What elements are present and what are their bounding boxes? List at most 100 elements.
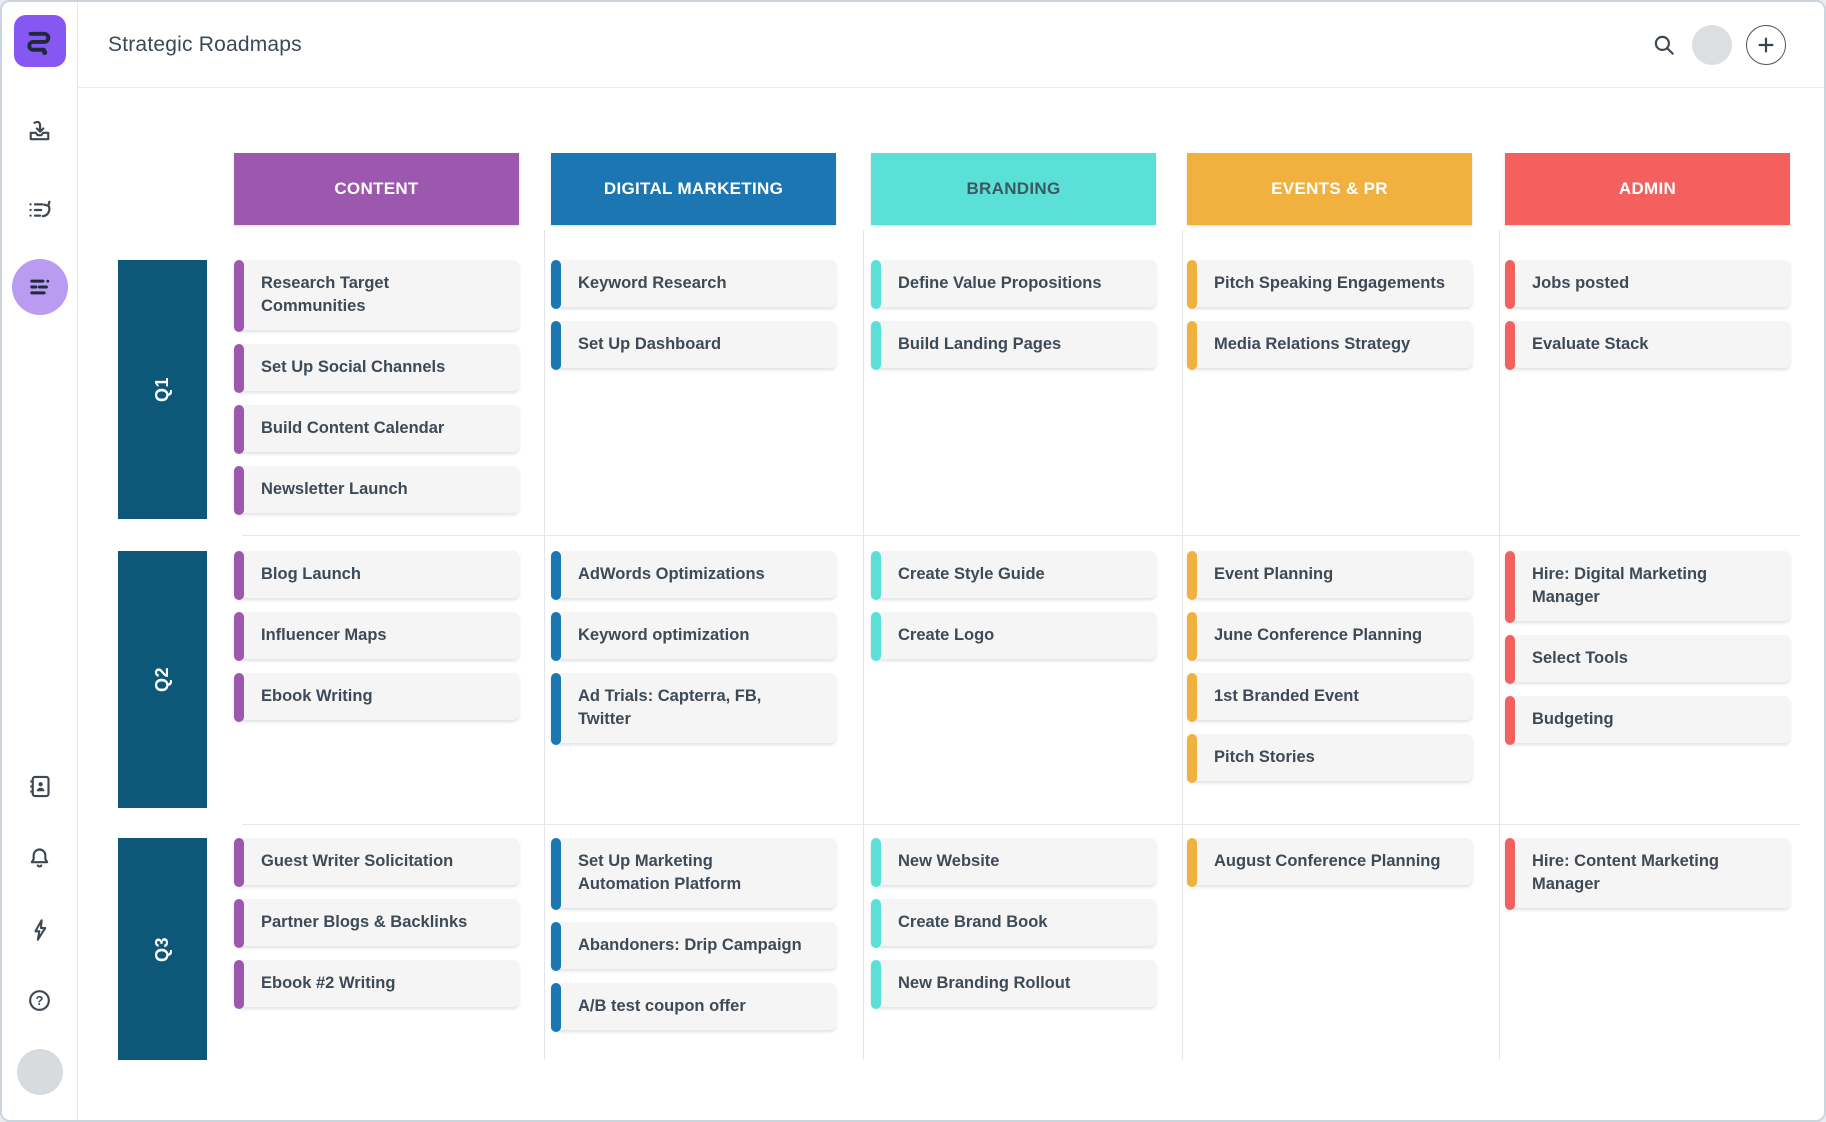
- roadmap-card-media-relations-strategy[interactable]: Media Relations Strategy: [1187, 321, 1472, 371]
- card-accent-bar: [551, 260, 561, 310]
- card-accent-bar: [871, 260, 881, 310]
- user-avatar[interactable]: [16, 1049, 63, 1095]
- row-label-q3[interactable]: Q3: [118, 838, 207, 1060]
- roadmap-card-ebook-2-writing[interactable]: Ebook #2 Writing: [234, 960, 519, 1010]
- roadmap-card-ad-trials-capterra-fb-twitter[interactable]: Ad Trials: Capterra, FB, Twitter: [551, 673, 836, 746]
- roadmap-card-create-logo[interactable]: Create Logo: [871, 612, 1156, 662]
- card-title: Select Tools: [1532, 649, 1628, 668]
- roadmap-card-set-up-social-channels[interactable]: Set Up Social Channels: [234, 344, 519, 394]
- card-accent-bar: [234, 960, 244, 1010]
- column-header-branding[interactable]: BRANDING: [871, 153, 1156, 225]
- card-accent-bar: [1187, 673, 1197, 723]
- card-accent-bar: [551, 321, 561, 371]
- roadmap-card-build-landing-pages[interactable]: Build Landing Pages: [871, 321, 1156, 371]
- roadmap-card-blog-launch[interactable]: Blog Launch: [234, 551, 519, 601]
- roadmap-card-new-website[interactable]: New Website: [871, 838, 1156, 888]
- card-accent-bar: [871, 838, 881, 888]
- card-accent-bar: [234, 838, 244, 888]
- row-label-q2[interactable]: Q2: [118, 551, 207, 808]
- roadmap-card-new-branding-rollout[interactable]: New Branding Rollout: [871, 960, 1156, 1010]
- card-title: Keyword Research: [578, 274, 727, 292]
- roadmap-card-august-conference-planning[interactable]: August Conference Planning: [1187, 838, 1472, 888]
- card-accent-bar: [551, 673, 561, 746]
- card-accent-bar: [1505, 838, 1515, 911]
- roadmap-card-adwords-optimizations[interactable]: AdWords Optimizations: [551, 551, 836, 601]
- card-accent-bar: [1505, 551, 1515, 624]
- roadmap-card-partner-blogs-backlinks[interactable]: Partner Blogs & Backlinks: [234, 899, 519, 949]
- card-title: Create Logo: [898, 626, 995, 645]
- notifications-bell-icon[interactable]: [26, 844, 54, 872]
- import-tray-icon[interactable]: [26, 117, 54, 145]
- roadmap-card-budgeting[interactable]: Budgeting: [1505, 696, 1790, 746]
- card-title: Newsletter Launch: [261, 480, 408, 499]
- roadmap-card-1st-branded-event[interactable]: 1st Branded Event: [1187, 673, 1472, 723]
- user-avatar[interactable]: [1692, 24, 1732, 65]
- card-title: Pitch Speaking Engagements: [1214, 274, 1446, 292]
- card-accent-bar: [234, 260, 244, 333]
- cell-q2-admin: Hire: Digital Marketing Manager Select To…: [1505, 551, 1790, 757]
- card-title: Budgeting: [1532, 710, 1614, 729]
- roadmap-card-set-up-dashboard[interactable]: Set Up Dashboard: [551, 321, 836, 371]
- card-title: Ad Trials: Capterra, FB, Twitter: [578, 687, 762, 729]
- roadmap-card-jobs-posted[interactable]: Jobs posted: [1505, 260, 1790, 310]
- column-headers-row: CONTENT DIGITAL MARKETING BRANDING EVENTS &…: [118, 153, 1799, 225]
- roadmap-card-keyword-optimization[interactable]: Keyword optimization: [551, 612, 836, 662]
- roadmap-card-hire-digital-marketing-manager[interactable]: Hire: Digital Marketing Manager: [1505, 551, 1790, 624]
- card-accent-bar: [1187, 260, 1197, 310]
- card-accent-bar: [234, 612, 244, 662]
- sidebar: ?: [2, 2, 78, 1120]
- cell-q1-admin: Jobs posted Evaluate Stack: [1505, 260, 1790, 382]
- cell-q3-events-pr: August Conference Planning: [1187, 838, 1472, 899]
- roadmap-card-hire-content-marketing-manager[interactable]: Hire: Content Marketing Manager: [1505, 838, 1790, 911]
- card-title: Hire: Content Marketing Manager: [1532, 852, 1720, 894]
- column-header-events-pr[interactable]: EVENTS & PR: [1187, 153, 1472, 225]
- search-icon[interactable]: [1650, 31, 1678, 59]
- roadmap-card-abandoners-drip-campaign[interactable]: Abandoners: Drip Campaign: [551, 922, 836, 972]
- roadmap-card-june-conference-planning[interactable]: June Conference Planning: [1187, 612, 1472, 662]
- roadmap-card-research-target-communities[interactable]: Research Target Communities: [234, 260, 519, 333]
- card-accent-bar: [1505, 635, 1515, 685]
- roadmap-card-newsletter-launch[interactable]: Newsletter Launch: [234, 466, 519, 516]
- card-accent-bar: [1187, 734, 1197, 784]
- cell-q3-branding: New Website Create Brand Book New Branding…: [871, 838, 1156, 1021]
- column-header-content[interactable]: CONTENT: [234, 153, 519, 225]
- roadmap-card-select-tools[interactable]: Select Tools: [1505, 635, 1790, 685]
- row-label-q1[interactable]: Q1: [118, 260, 207, 519]
- list-history-icon[interactable]: [26, 196, 54, 224]
- cell-q2-content: Blog Launch Influencer Maps Ebook Writing: [234, 551, 519, 734]
- lightning-icon[interactable]: [26, 916, 54, 944]
- card-accent-bar: [1187, 551, 1197, 601]
- card-title: Set Up Social Channels: [261, 358, 446, 377]
- roadmap-card-guest-writer-solicitation[interactable]: Guest Writer Solicitation: [234, 838, 519, 888]
- roadmunk-logo[interactable]: [13, 15, 66, 67]
- card-title: Abandoners: Drip Campaign: [578, 936, 802, 955]
- roadmap-card-define-value-propositions[interactable]: Define Value Propositions: [871, 260, 1156, 310]
- roadmap-card-pitch-stories[interactable]: Pitch Stories: [1187, 734, 1472, 784]
- roadmap-card-evaluate-stack[interactable]: Evaluate Stack: [1505, 321, 1790, 371]
- card-title: Set Up Dashboard: [578, 335, 722, 354]
- cell-q3-content: Guest Writer Solicitation Partner Blogs &…: [234, 838, 519, 1021]
- column-header-digital-marketing[interactable]: DIGITAL MARKETING: [551, 153, 836, 225]
- column-header-admin[interactable]: ADMIN: [1505, 153, 1790, 225]
- roadmap-card-set-up-marketing-automation-platform[interactable]: Set Up Marketing Automation Platform: [551, 838, 836, 911]
- card-accent-bar: [234, 551, 244, 601]
- roadmap-card-pitch-speaking-engagements[interactable]: Pitch Speaking Engagements: [1187, 260, 1472, 310]
- card-accent-bar: [551, 612, 561, 662]
- card-title: Build Content Calendar: [261, 419, 445, 438]
- card-title: Ebook #2 Writing: [261, 974, 396, 993]
- add-button[interactable]: [1746, 24, 1786, 65]
- roadmap-card-keyword-research[interactable]: Keyword Research: [551, 260, 836, 310]
- roadmap-card-event-planning[interactable]: Event Planning: [1187, 551, 1472, 601]
- card-title: Create Style Guide: [898, 565, 1045, 583]
- roadmap-card-create-style-guide[interactable]: Create Style Guide: [871, 551, 1156, 601]
- roadmap-card-influencer-maps[interactable]: Influencer Maps: [234, 612, 519, 662]
- card-accent-bar: [234, 673, 244, 723]
- roadmap-card-create-brand-book[interactable]: Create Brand Book: [871, 899, 1156, 949]
- card-accent-bar: [871, 960, 881, 1010]
- roadmap-view-icon[interactable]: [11, 259, 68, 315]
- address-book-icon[interactable]: [26, 772, 54, 800]
- roadmap-card-a-b-test-coupon-offer[interactable]: A/B test coupon offer: [551, 983, 836, 1033]
- roadmap-card-ebook-writing[interactable]: Ebook Writing: [234, 673, 519, 723]
- help-icon[interactable]: ?: [26, 986, 54, 1014]
- roadmap-card-build-content-calendar[interactable]: Build Content Calendar: [234, 405, 519, 455]
